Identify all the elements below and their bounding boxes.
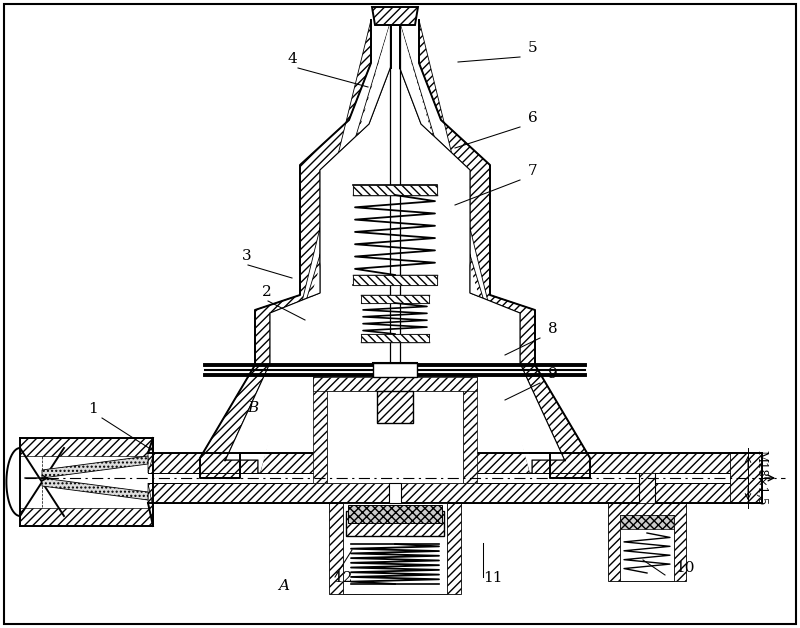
- Bar: [353, 275, 437, 285]
- Polygon shape: [399, 20, 590, 478]
- Polygon shape: [353, 275, 437, 285]
- Polygon shape: [329, 503, 461, 594]
- Polygon shape: [361, 295, 429, 303]
- Text: 6: 6: [528, 111, 538, 125]
- Bar: [377, 391, 413, 423]
- Text: 2: 2: [262, 285, 272, 299]
- Bar: [361, 295, 429, 303]
- Bar: [346, 511, 444, 536]
- Bar: [348, 505, 442, 523]
- Text: 8: 8: [548, 322, 558, 336]
- Text: 5: 5: [528, 41, 538, 55]
- Polygon shape: [20, 438, 153, 456]
- Polygon shape: [346, 511, 444, 536]
- Polygon shape: [42, 456, 148, 478]
- Bar: [620, 515, 674, 581]
- Bar: [343, 503, 447, 594]
- Text: 4: 4: [288, 52, 298, 66]
- Polygon shape: [373, 363, 417, 377]
- Bar: [620, 515, 674, 529]
- Text: 12: 12: [333, 571, 353, 585]
- Polygon shape: [200, 20, 391, 478]
- Polygon shape: [148, 453, 758, 473]
- Polygon shape: [608, 503, 686, 581]
- Polygon shape: [148, 483, 758, 503]
- Polygon shape: [313, 377, 327, 483]
- Polygon shape: [463, 377, 477, 483]
- Polygon shape: [361, 334, 429, 342]
- Polygon shape: [20, 508, 153, 526]
- Bar: [391, 20, 399, 68]
- Text: 9: 9: [548, 367, 558, 381]
- Text: A: A: [278, 579, 289, 593]
- Bar: [327, 391, 463, 483]
- Polygon shape: [225, 20, 565, 473]
- Bar: [389, 483, 401, 503]
- Text: 1: 1: [88, 402, 98, 416]
- Polygon shape: [353, 185, 437, 195]
- Polygon shape: [42, 478, 148, 500]
- Polygon shape: [148, 438, 153, 473]
- Text: 7: 7: [528, 164, 538, 178]
- Polygon shape: [372, 7, 418, 25]
- Text: 10: 10: [675, 561, 694, 575]
- Bar: [361, 334, 429, 342]
- Bar: [353, 185, 437, 195]
- Text: M18×1,5: M18×1,5: [755, 450, 768, 506]
- Polygon shape: [639, 473, 655, 503]
- Polygon shape: [377, 391, 413, 423]
- Polygon shape: [730, 453, 762, 503]
- Polygon shape: [313, 377, 477, 391]
- Text: B: B: [247, 401, 258, 415]
- Polygon shape: [148, 483, 153, 526]
- Text: 11: 11: [483, 571, 502, 585]
- Text: 3: 3: [242, 249, 252, 263]
